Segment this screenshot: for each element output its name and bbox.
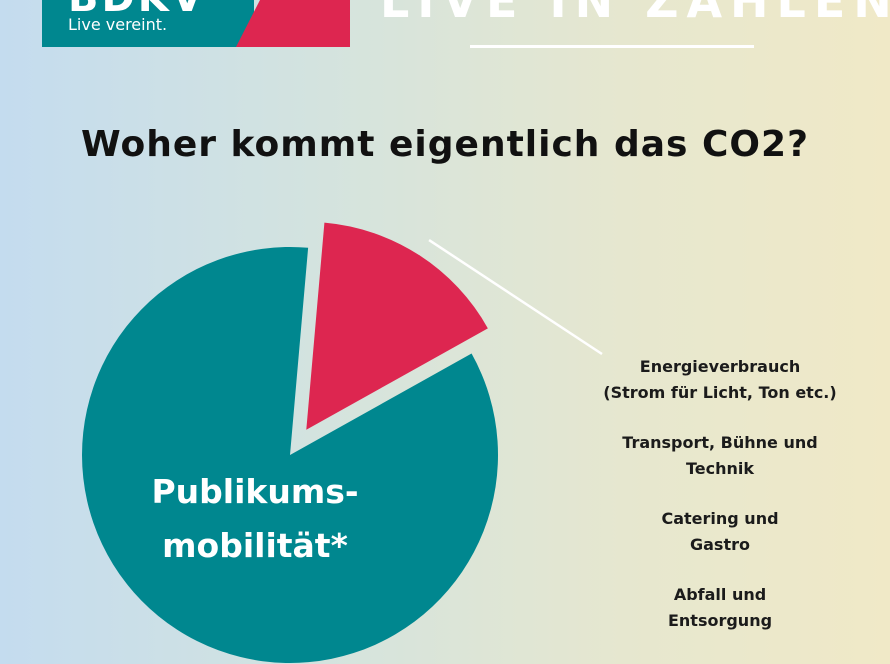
legend-item-transport: Transport, Bühne und Technik: [622, 433, 818, 478]
legend: Energieverbrauch (Strom für Licht, Ton e…: [590, 354, 850, 658]
legend-item-abfall: Abfall und Entsorgung: [667, 585, 773, 630]
chart-title: Woher kommt eigentlich das CO2?: [81, 124, 809, 165]
leader-line: [428, 239, 603, 356]
pie-slice-publikumsmobilitaet: [82, 247, 499, 664]
pie-slice-exploded: [306, 222, 488, 430]
banner-underline: [470, 45, 754, 48]
logo-claim: Live vereint.: [68, 15, 168, 34]
banner-title: LIVE IN ZAHLEN: [380, 0, 890, 28]
bdkv-logo: BDKV Live vereint.: [42, 0, 254, 47]
legend-item-energieverbrauch: Energieverbrauch (Strom für Licht, Ton e…: [603, 357, 837, 402]
legend-item-catering: Catering und Gastro: [661, 509, 779, 554]
logo-wordmark: BDKV: [68, 0, 206, 18]
pie-slice-label-publikumsmobilitaet: Publikums-mobilität*: [151, 472, 358, 565]
